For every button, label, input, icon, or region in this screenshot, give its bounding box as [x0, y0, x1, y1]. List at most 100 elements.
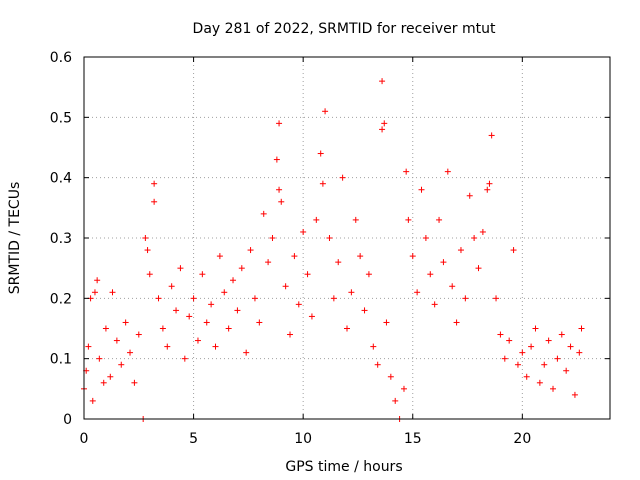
data-point — [431, 301, 438, 308]
data-point — [550, 385, 557, 392]
data-point — [344, 325, 350, 332]
data-point — [471, 235, 478, 241]
data-point — [221, 289, 228, 296]
data-point — [379, 78, 386, 85]
axis-ticks — [83, 56, 610, 420]
data-point — [118, 361, 125, 368]
data-point — [278, 198, 285, 205]
data-point — [276, 120, 283, 127]
data-point — [142, 235, 149, 241]
data-point — [330, 295, 337, 302]
data-point — [545, 337, 552, 344]
data-point — [230, 277, 237, 284]
data-point — [387, 373, 394, 380]
data-point — [370, 343, 377, 350]
data-point — [422, 235, 429, 241]
data-point — [326, 235, 333, 241]
data-point — [335, 259, 342, 266]
data-point — [493, 295, 500, 302]
data-point — [300, 228, 307, 235]
axis-tick-labels: 0 5 10 15 20 0 0.1 0.2 0.3 0.4 0.5 0.6 — [50, 50, 532, 447]
data-point — [379, 126, 386, 133]
data-point — [400, 385, 407, 392]
data-point — [567, 343, 574, 350]
data-point — [225, 325, 232, 332]
data-point — [168, 283, 175, 290]
data-point — [308, 313, 315, 320]
data-point — [85, 343, 92, 350]
data-point — [339, 174, 346, 181]
data-point — [319, 180, 326, 187]
data-point — [475, 265, 482, 272]
data-point — [181, 355, 188, 362]
chart-title: Day 281 of 2022, SRMTID for receiver mtu… — [193, 21, 496, 37]
data-point — [282, 283, 289, 290]
data-point — [414, 289, 421, 296]
data-point — [199, 271, 206, 278]
data-point — [127, 349, 134, 356]
data-point — [488, 132, 495, 139]
data-point — [269, 235, 276, 241]
data-point — [216, 253, 223, 260]
data-point — [287, 331, 294, 338]
data-point — [122, 319, 129, 326]
data-point — [164, 343, 171, 350]
data-point — [361, 307, 368, 314]
data-point — [486, 180, 493, 187]
data-point — [571, 391, 578, 398]
data-point — [173, 307, 180, 314]
data-point — [256, 319, 263, 326]
y-tick-label: 0.6 — [50, 50, 72, 66]
data-point — [374, 361, 381, 368]
data-point — [576, 349, 583, 356]
data-point — [177, 265, 184, 272]
data-point — [558, 331, 565, 338]
data-point — [405, 216, 412, 223]
data-point — [578, 325, 585, 332]
data-point — [159, 325, 166, 332]
data-point — [519, 349, 526, 356]
y-tick-label: 0.1 — [50, 352, 72, 368]
data-point — [89, 397, 96, 404]
data-point — [536, 379, 543, 386]
data-point — [403, 168, 410, 175]
y-tick-label: 0.2 — [50, 291, 72, 307]
data-point — [102, 325, 109, 332]
data-point — [295, 301, 302, 308]
data-point — [444, 168, 451, 175]
data-point — [457, 247, 464, 254]
data-point — [131, 379, 138, 386]
data-point — [135, 331, 142, 338]
data-point — [523, 373, 530, 380]
data-point — [251, 295, 258, 302]
y-tick-label: 0.3 — [50, 231, 72, 247]
data-point — [109, 289, 116, 296]
data-point — [113, 337, 120, 344]
data-point — [409, 253, 416, 260]
data-point — [238, 265, 245, 272]
data-point — [190, 295, 197, 302]
y-tick-label: 0.4 — [50, 171, 72, 187]
data-point — [91, 289, 98, 296]
data-point — [381, 120, 388, 127]
data-point — [514, 361, 521, 368]
data-point — [186, 313, 193, 320]
data-point — [151, 180, 158, 187]
data-point — [243, 349, 250, 356]
data-point — [348, 289, 355, 296]
data-point — [436, 216, 443, 223]
data-point — [453, 319, 460, 326]
data-point — [151, 198, 158, 205]
x-axis-label: GPS time / hours — [285, 459, 402, 475]
data-point — [365, 271, 372, 278]
x-tick-label: 15 — [404, 431, 422, 447]
data-point — [100, 379, 107, 386]
data-point — [276, 186, 283, 193]
data-point — [144, 247, 151, 254]
data-points — [81, 78, 585, 422]
y-tick-label: 0.5 — [50, 110, 72, 126]
data-point — [273, 156, 280, 163]
x-tick-label: 0 — [80, 431, 89, 447]
data-point — [313, 216, 320, 223]
